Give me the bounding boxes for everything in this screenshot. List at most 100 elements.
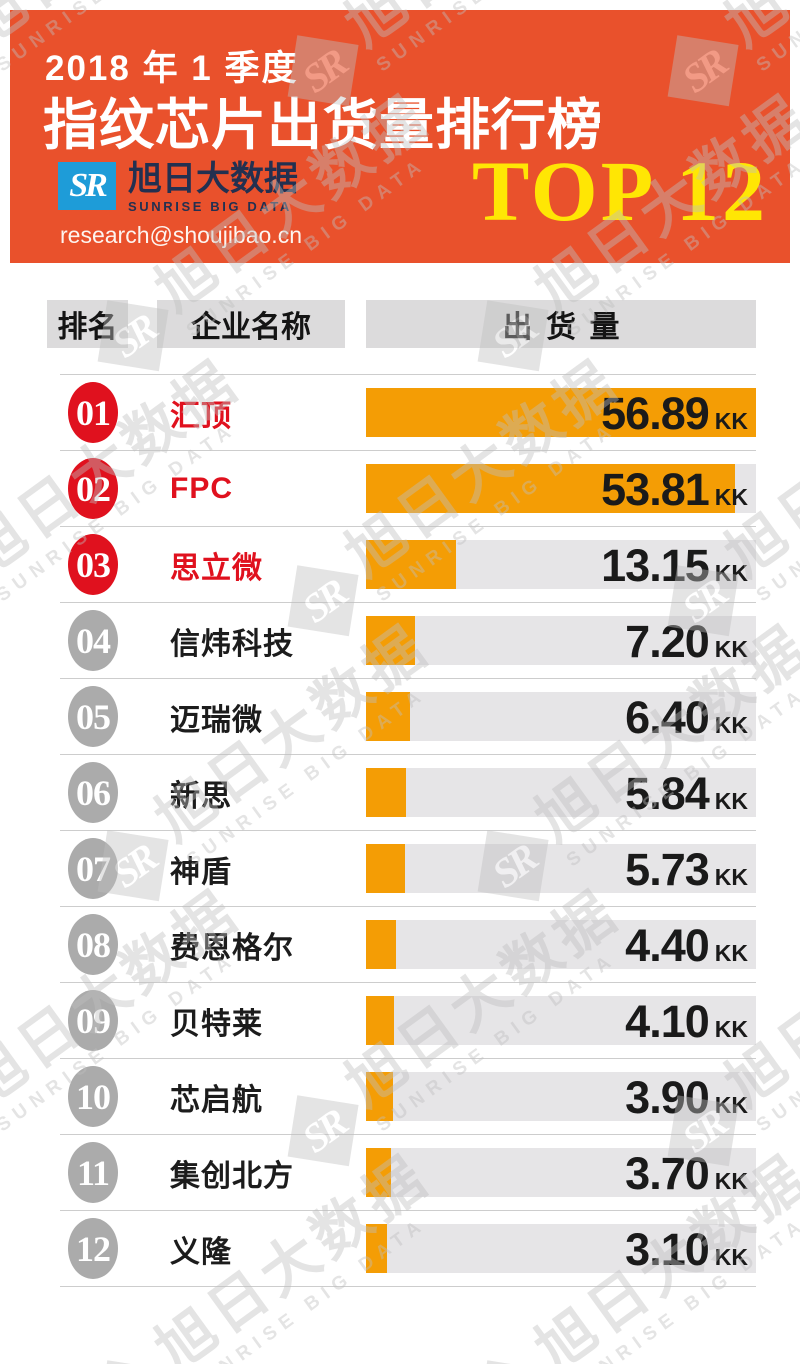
sr-watermark-icon: SR: [477, 1360, 549, 1364]
value-label: 4.40 KK: [625, 919, 748, 971]
value-label: 3.90 KK: [625, 1071, 748, 1123]
company-name: 集创北方: [170, 1159, 294, 1193]
rank-number: 06: [76, 772, 111, 813]
rank-badge: 08: [68, 914, 118, 975]
brand-subname: SUNRISE BIG DATA: [128, 199, 292, 214]
value-label: 5.73 KK: [625, 843, 748, 895]
bar-fill: [366, 1072, 393, 1121]
bar-track: [366, 768, 756, 817]
bar-track: [366, 464, 756, 513]
value-unit: KK: [714, 788, 748, 815]
contact-email: research@shoujibao.cn: [60, 222, 302, 248]
rank-badge: 11: [68, 1142, 118, 1203]
value-number: 4.10: [625, 995, 710, 1047]
bar-track: [366, 388, 756, 437]
rank-badge: 10: [68, 1066, 118, 1127]
table-row: 03 思立微 13.15 KK: [60, 527, 756, 603]
bar-fill: [366, 616, 416, 665]
value-unit: KK: [714, 1016, 748, 1043]
bar-track: [366, 920, 756, 969]
rank-badge: 09: [68, 990, 118, 1051]
rank-number: 03: [76, 544, 111, 585]
company-name: 迈瑞微: [170, 703, 263, 737]
table-header: 排名 企业名称 出货量: [0, 300, 800, 348]
bar-fill: [366, 1224, 388, 1273]
table-row: 07 神盾 5.73 KK: [60, 831, 756, 907]
bar-track: [366, 540, 756, 589]
value-label: 3.10 KK: [625, 1223, 748, 1275]
rank-badge: 06: [68, 762, 118, 823]
value-unit: KK: [714, 1092, 748, 1119]
company-name: 信炜科技: [170, 627, 294, 661]
company-name: 义隆: [170, 1235, 232, 1269]
brand-name: 旭日大数据: [128, 160, 298, 198]
value-unit: KK: [714, 408, 748, 435]
value-label: 13.15 KK: [601, 539, 748, 591]
bar-track: [366, 996, 756, 1045]
rank-number: 08: [76, 924, 111, 965]
brand-block: SR 旭日大数据 SUNRISE BIG DATA: [58, 162, 298, 214]
company-name: 汇顶: [170, 399, 232, 433]
bar-track: [366, 1072, 756, 1121]
bar-fill: [366, 464, 735, 513]
bar-fill: [366, 1148, 392, 1197]
value-number: 3.90: [625, 1071, 710, 1123]
table-row: 11 集创北方 3.70 KK: [60, 1135, 756, 1211]
rank-badge: 07: [68, 838, 118, 899]
ranking-list: 01 汇顶 56.89 KK 02 FPC 53.81 KK 03 思立微 13…: [60, 374, 756, 1287]
value-unit: KK: [714, 560, 748, 587]
rank-badge: 03: [68, 534, 118, 595]
company-name: 新思: [170, 779, 232, 813]
rank-number: 10: [76, 1076, 111, 1117]
table-row: 01 汇顶 56.89 KK: [60, 375, 756, 451]
company-name: 芯启航: [170, 1083, 263, 1117]
company-name: 思立微: [170, 551, 263, 585]
table-row: 08 费恩格尔 4.40 KK: [60, 907, 756, 983]
bar-fill: [366, 388, 756, 437]
column-header-company: 企业名称: [157, 300, 345, 348]
rank-badge: 05: [68, 686, 118, 747]
value-unit: KK: [714, 484, 748, 511]
value-number: 56.89: [601, 387, 710, 439]
value-label: 4.10 KK: [625, 995, 748, 1047]
value-number: 5.84: [625, 767, 710, 819]
bar-fill: [366, 996, 395, 1045]
company-name: FPC: [170, 471, 233, 505]
value-number: 4.40: [625, 919, 710, 971]
value-number: 13.15: [601, 539, 710, 591]
table-row: 12 义隆 3.10 KK: [60, 1211, 756, 1287]
company-name: 贝特莱: [170, 1007, 263, 1041]
rank-number: 07: [76, 848, 111, 889]
value-unit: KK: [714, 636, 748, 663]
bar-fill: [366, 540, 457, 589]
rank-badge: 04: [68, 610, 118, 671]
value-unit: KK: [714, 1168, 748, 1195]
value-unit: KK: [714, 864, 748, 891]
company-name: 费恩格尔: [170, 931, 294, 965]
bar-track: [366, 844, 756, 893]
value-number: 3.10: [625, 1223, 710, 1275]
table-row: 02 FPC 53.81 KK: [60, 451, 756, 527]
rank-badge: 01: [68, 382, 118, 443]
table-row: 05 迈瑞微 6.40 KK: [60, 679, 756, 755]
value-label: 53.81 KK: [601, 463, 748, 515]
table-row: 06 新思 5.84 KK: [60, 755, 756, 831]
table-row: 04 信炜科技 7.20 KK: [60, 603, 756, 679]
rank-badge: 02: [68, 458, 118, 519]
page-title: 指纹芯片出货量排行榜: [43, 94, 604, 156]
header-banner: 2018 年 1 季度 指纹芯片出货量排行榜 SR 旭日大数据 SUNRISE …: [10, 10, 790, 263]
value-number: 5.73: [625, 843, 710, 895]
value-label: 5.84 KK: [625, 767, 748, 819]
rank-number: 11: [76, 1152, 110, 1193]
value-unit: KK: [714, 1244, 748, 1271]
column-header-volume: 出货量: [366, 300, 756, 348]
value-unit: KK: [714, 712, 748, 739]
rank-number: 01: [76, 392, 111, 433]
top12-label: TOP 12: [472, 143, 768, 239]
value-label: 6.40 KK: [625, 694, 748, 739]
rank-number: 04: [76, 620, 111, 661]
value-number: 53.81: [601, 463, 710, 515]
rank-number: 12: [76, 1228, 111, 1269]
value-label: 3.70 KK: [625, 1150, 748, 1195]
